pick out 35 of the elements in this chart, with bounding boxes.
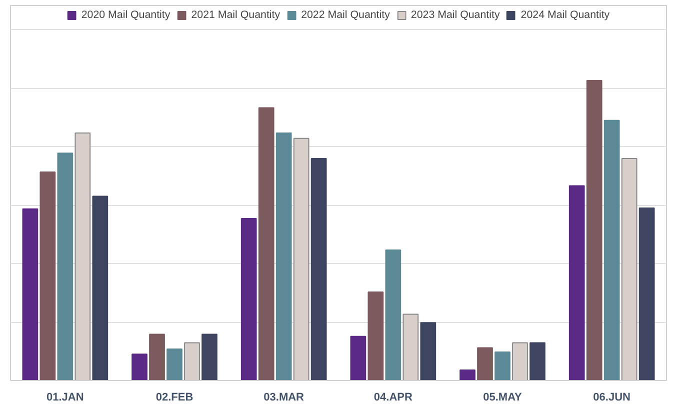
bar: [258, 107, 274, 380]
bar: [92, 196, 108, 380]
bar: [276, 132, 292, 380]
bar: [40, 172, 56, 380]
legend-label: 2022 Mail Quantity: [301, 9, 390, 21]
bar: [586, 80, 602, 380]
x-tick-label: 06.JUN: [593, 392, 631, 404]
bar: [604, 120, 620, 380]
bar: [460, 370, 476, 380]
x-tick-label: 04.APR: [374, 392, 412, 404]
legend-label: 2023 Mail Quantity: [410, 9, 500, 21]
bar: [494, 352, 510, 380]
bar: [530, 342, 546, 380]
bar: [132, 354, 148, 380]
x-tick-label: 02.FEB: [156, 392, 194, 404]
x-tick-label: 01.JAN: [46, 392, 84, 404]
bar: [149, 334, 165, 380]
legend-label: 2024 Mail Quantity: [520, 9, 610, 21]
bar: [202, 334, 218, 380]
x-tick-label: 03.MAR: [264, 392, 304, 404]
bar: [368, 292, 384, 380]
bar: [385, 250, 402, 380]
bar: [477, 347, 493, 380]
bar: [568, 185, 585, 380]
bar: [57, 152, 74, 380]
bar: [310, 158, 327, 380]
x-tick-label: 05.MAY: [483, 392, 523, 404]
bar: [638, 208, 655, 380]
legend-label: 2021 Mail Quantity: [191, 9, 280, 21]
bar: [22, 208, 38, 380]
bar: [420, 322, 436, 380]
bar: [240, 218, 257, 380]
bar: [166, 348, 182, 380]
bar: [350, 336, 366, 380]
legend-label: 2020 Mail Quantity: [81, 9, 170, 21]
